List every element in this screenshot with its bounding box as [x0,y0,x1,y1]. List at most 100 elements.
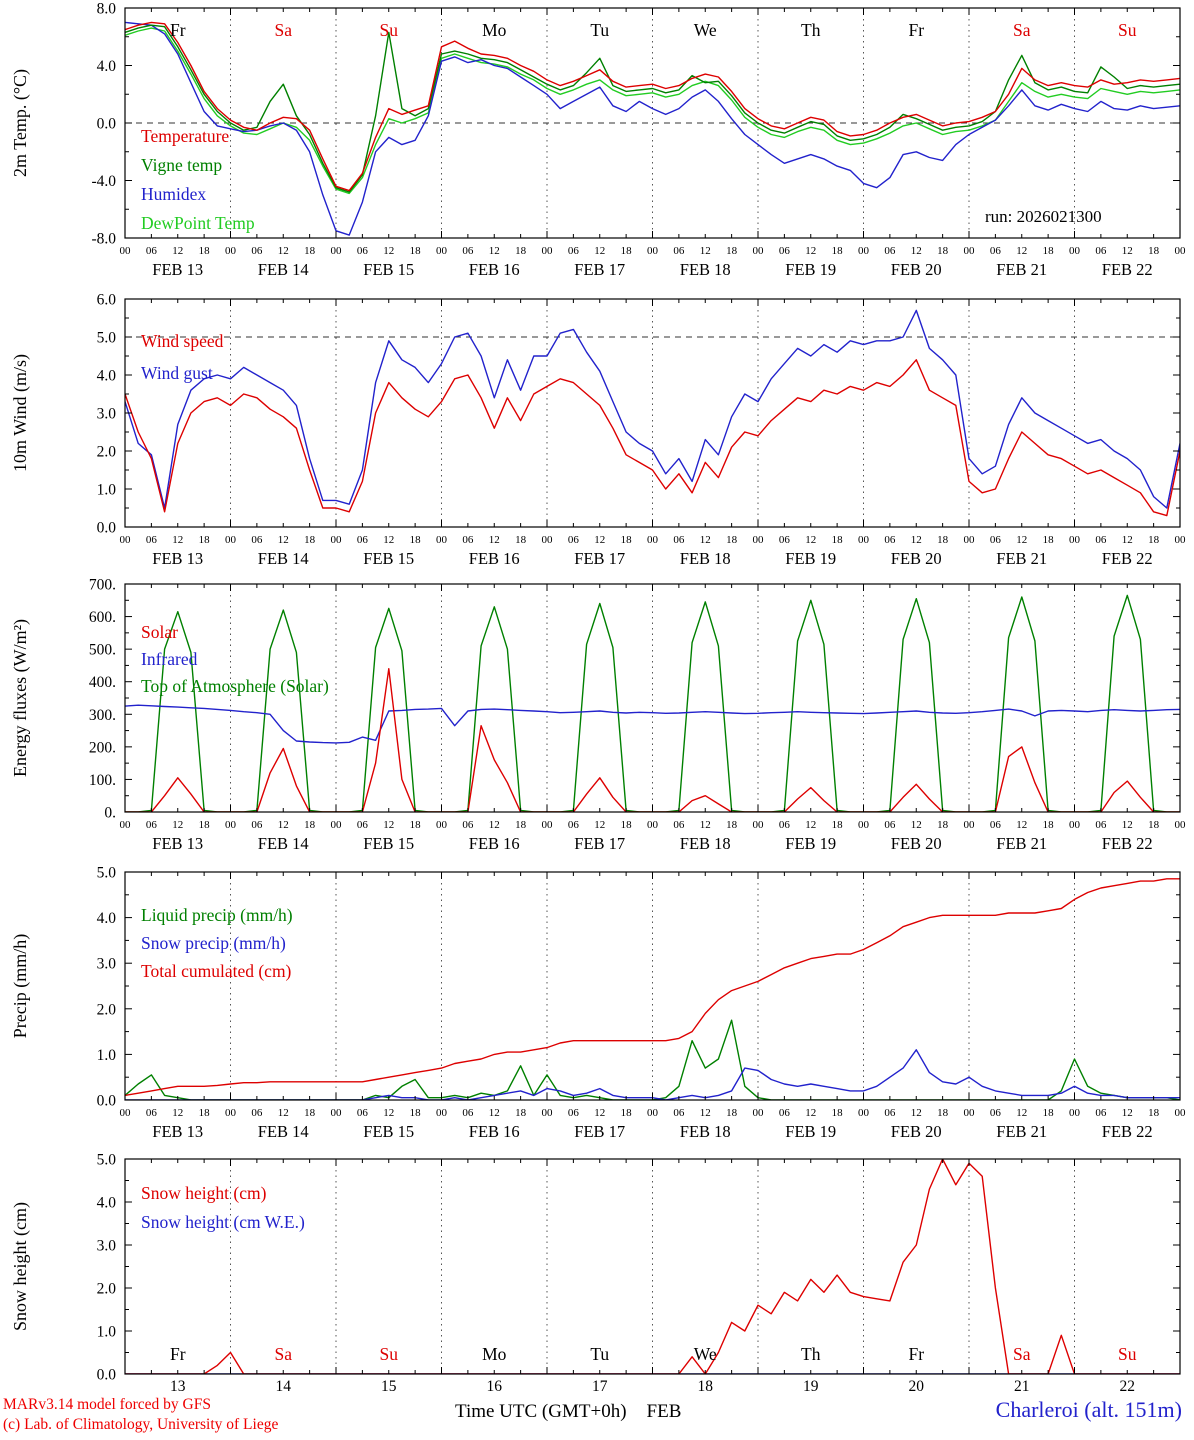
date-label: FEB 22 [1102,1122,1153,1141]
hour-tick-label: 06 [357,819,369,831]
y-tick-label: 0.0 [97,1367,117,1384]
date-label: FEB 18 [680,260,731,279]
hour-tick-label: 18 [726,1107,738,1119]
series-group [125,309,1180,517]
hour-tick-label: 12 [1122,245,1133,257]
hour-tick-label: 06 [146,1107,158,1119]
day-of-week-label: Th [801,20,821,40]
hour-tick-label: 12 [805,819,816,831]
hour-tick-label: 18 [726,534,738,546]
date-label: FEB 16 [469,549,520,568]
hour-tick-label: 00 [647,245,659,257]
hour-tick-label: 12 [172,245,183,257]
hour-tick-label: 00 [647,1107,659,1119]
day-of-week-label: Sa [1013,1344,1031,1364]
y-tick-label: 700. [89,577,116,594]
y-tick-label: 4.0 [97,58,117,75]
y-tick-label: 100. [89,772,116,789]
hour-tick-label: 18 [832,819,844,831]
hour-tick-label: 06 [146,819,158,831]
hour-tick-label: 06 [673,1107,685,1119]
hour-tick-label: 06 [462,819,474,831]
total-cumulated-line [125,878,1180,1097]
y-axis-label: Energy fluxes (W/m²) [10,619,31,777]
date-label: FEB 14 [258,549,309,568]
date-label: FEB 19 [785,549,836,568]
hour-tick-label: 18 [304,534,316,546]
hour-tick-label: 06 [779,245,791,257]
series-group [125,21,1180,236]
hour-tick-label: 18 [304,245,316,257]
date-label: FEB 21 [996,1122,1047,1141]
hour-tick-label: 18 [1148,1107,1160,1119]
hour-tick-label: 12 [278,534,289,546]
hour-tick-label: 18 [304,819,316,831]
run-label: run: 2026021300 [985,207,1102,226]
infrared-line [125,704,1180,744]
hour-tick-label: 12 [700,1107,711,1119]
hour-tick-label: 06 [568,534,580,546]
wind-gust-line [125,309,1180,509]
y-tick-label: 2.0 [97,1001,117,1018]
hour-tick-label: 18 [1148,245,1160,257]
date-label: FEB 21 [996,834,1047,853]
date-label: FEB 19 [785,1122,836,1141]
credit-line-1: MARv3.14 model forced by GFS [3,1396,211,1413]
y-tick-label: 1.0 [97,1324,117,1341]
hour-tick-label: 06 [990,245,1002,257]
date-label: FEB 15 [363,260,414,279]
humidex-line [125,21,1180,236]
chart-panels: -8.0 -4.0 0.0 4.0 8.0 2m Temp. (°C) 00 06 12 18 00… [10,1,1187,1396]
day-of-week-label: Su [1118,20,1137,40]
hour-tick-label: 00 [1069,1107,1081,1119]
y-tick-label: 4.0 [97,1195,117,1212]
y-tick-label: 5.0 [97,865,117,882]
hour-tick-label: 00 [647,534,659,546]
day-number-label: 18 [698,1378,714,1395]
hour-tick-label: 18 [937,245,949,257]
legend-dewpoint-temp: DewPoint Temp [141,213,255,233]
hour-tick-label: 18 [410,245,422,257]
hour-tick-label: 00 [1175,1107,1187,1119]
y-tick-label: -4.0 [91,173,116,190]
hour-tick-label: 00 [225,245,237,257]
hour-tick-label: 12 [172,534,183,546]
day-of-week-label: Fr [170,1344,186,1364]
legend-snow-height-cm-w-e-: Snow height (cm W.E.) [141,1212,305,1232]
date-label: FEB 20 [891,834,942,853]
hour-tick-label: 12 [1122,1107,1133,1119]
hour-tick-label: 18 [199,1107,211,1119]
hour-tick-label: 12 [700,819,711,831]
day-of-week-label: Th [801,1344,821,1364]
hour-tick-label: 18 [1043,534,1055,546]
month-label: FEB [646,1401,682,1422]
day-of-week-label: Su [380,1344,399,1364]
hour-tick-label: 06 [357,534,369,546]
y-tick-label: 6.0 [97,292,117,309]
hour-tick-label: 12 [1016,819,1027,831]
hour-tick-label: 00 [1069,534,1081,546]
hour-tick-label: 12 [489,534,500,546]
hour-tick-label: 06 [990,1107,1002,1119]
date-label: FEB 15 [363,834,414,853]
hour-tick-label: 12 [594,819,605,831]
date-label: FEB 18 [680,1122,731,1141]
day-of-week-label: Sa [275,20,293,40]
hour-tick-label: 00 [753,1107,765,1119]
day-number-label: 19 [803,1378,819,1395]
hour-tick-label: 00 [964,819,976,831]
legend-infrared: Infrared [141,649,198,669]
y-tick-label: 2.0 [97,1281,117,1298]
hour-tick-label: 12 [911,1107,922,1119]
date-label: FEB 14 [258,260,309,279]
date-label: FEB 20 [891,260,942,279]
top-of-atmosphere-solar--line [125,594,1180,812]
hour-tick-label: 18 [410,534,422,546]
hour-tick-label: 12 [278,1107,289,1119]
y-tick-label: 5.0 [97,330,117,347]
date-label: FEB 18 [680,549,731,568]
legend-wind-speed: Wind speed [141,331,224,351]
legend-temperature: Temperature [141,126,229,146]
day-of-week-label: We [694,20,717,40]
station-label: Charleroi (alt. 151m) [995,1397,1182,1422]
